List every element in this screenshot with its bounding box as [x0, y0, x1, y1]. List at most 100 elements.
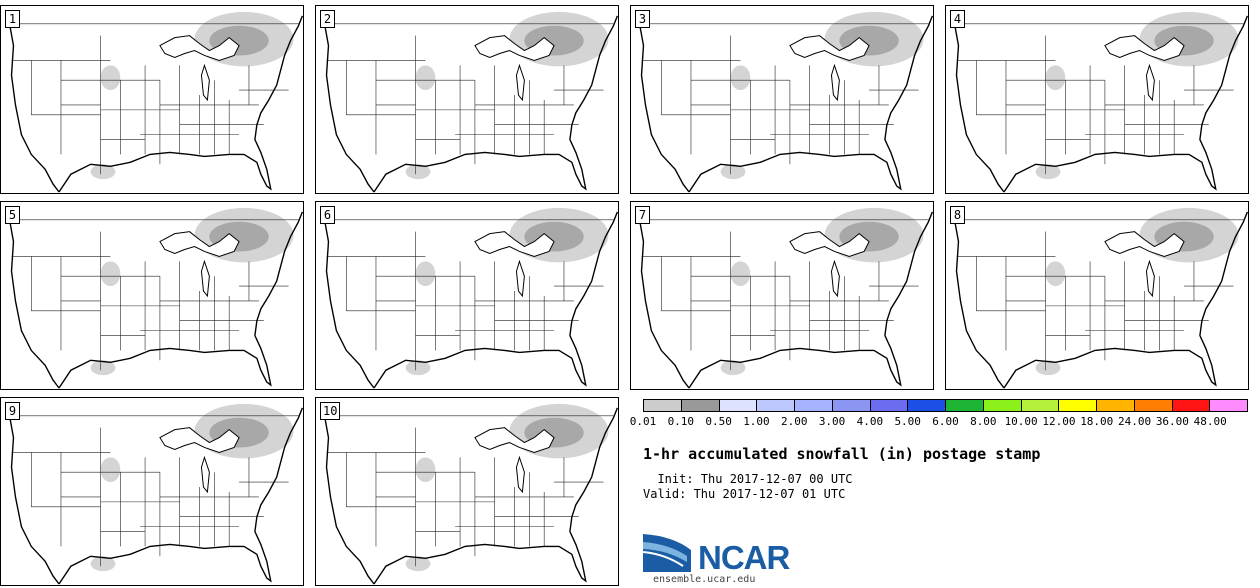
member-panel-10: 10 [315, 397, 619, 586]
snowfall-area [415, 65, 436, 91]
coastline [8, 15, 303, 193]
snowfall-area [720, 360, 746, 376]
us-map [323, 11, 618, 193]
legend-swatch [1059, 400, 1097, 411]
legend-tick-label: 0.01 [629, 415, 657, 428]
snowfall-area [415, 457, 436, 483]
state-borders [956, 219, 1244, 371]
member-number: 7 [635, 206, 650, 224]
state-borders [11, 23, 299, 175]
great-lakes [474, 427, 555, 494]
legend-swatch [1210, 400, 1247, 411]
snowfall-area [415, 261, 436, 287]
us-map [8, 11, 303, 193]
state-borders [326, 219, 614, 371]
great-lakes [789, 231, 870, 298]
legend-tick-label: 5.00 [894, 415, 921, 428]
legend-tick-label: 0.50 [705, 415, 732, 428]
legend-tick-label: 48.00 [1193, 415, 1227, 428]
member-number: 6 [320, 206, 335, 224]
member-panel-4: 4 [945, 5, 1249, 194]
state-borders [11, 415, 299, 567]
color-legend-bar [643, 399, 1248, 412]
legend-swatch [1172, 400, 1211, 411]
init-time: Init: Thu 2017-12-07 00 UTC [643, 472, 853, 486]
member-number: 8 [950, 206, 965, 224]
snowfall-area [1035, 360, 1061, 376]
legend-tick-label: 6.00 [932, 415, 959, 428]
legend-swatch [1134, 400, 1173, 411]
member-panel-6: 6 [315, 201, 619, 390]
great-lakes [159, 231, 240, 298]
member-number: 1 [5, 10, 20, 28]
legend-tick-label: 18.00 [1080, 415, 1114, 428]
state-borders [641, 219, 929, 371]
snowfall-area [1045, 65, 1066, 91]
great-lakes [474, 231, 555, 298]
state-borders [641, 23, 929, 175]
snowfall-area [100, 457, 121, 483]
legend-swatch [795, 400, 833, 411]
great-lakes [1104, 231, 1185, 298]
member-number: 10 [320, 402, 341, 420]
member-panel-1: 1 [0, 5, 304, 194]
legend-tick-label: 2.00 [781, 415, 808, 428]
legend-tick-label: 8.00 [970, 415, 997, 428]
legend-tick-label: 12.00 [1042, 415, 1076, 428]
snowfall-area [1045, 261, 1066, 287]
coastline [8, 211, 303, 389]
member-number: 4 [950, 10, 965, 28]
coastline [638, 211, 933, 389]
member-panel-5: 5 [0, 201, 304, 390]
us-map [953, 207, 1248, 389]
member-number: 9 [5, 402, 20, 420]
coastline [323, 407, 618, 585]
snowfall-area [720, 164, 746, 180]
great-lakes [159, 35, 240, 102]
legend-swatch [983, 400, 1022, 411]
snowfall-area [405, 556, 431, 572]
snowfall-area [100, 65, 121, 91]
great-lakes [789, 35, 870, 102]
us-map [8, 207, 303, 389]
us-map [8, 403, 303, 585]
legend-swatch [1021, 400, 1060, 411]
snowfall-area [90, 164, 116, 180]
legend-tick-label: 24.00 [1118, 415, 1152, 428]
color-legend-labels: 0.01 0.10 0.50 1.00 2.00 3.00 4.00 5.00 6.00 8.00… [0, 415, 1260, 429]
us-map [323, 403, 618, 585]
member-panel-3: 3 [630, 5, 934, 194]
us-map [638, 11, 933, 193]
valid-time: Valid: Thu 2017-12-07 01 UTC [643, 487, 846, 501]
member-panel-2: 2 [315, 5, 619, 194]
legend-swatch [757, 400, 795, 411]
great-lakes [159, 427, 240, 494]
state-borders [326, 23, 614, 175]
snowfall-area [90, 360, 116, 376]
legend-tick-label: 10.00 [1004, 415, 1038, 428]
time-info: Init: Thu 2017-12-07 00 UTC Valid: Thu 2… [643, 472, 853, 502]
coastline [8, 407, 303, 585]
plot-title: 1-hr accumulated snowfall (in) postage s… [643, 445, 1041, 463]
legend-swatch [644, 400, 682, 411]
legend-swatch [946, 400, 984, 411]
legend-swatch [832, 400, 871, 411]
coastline [323, 15, 618, 193]
legend-tick-label: 4.00 [856, 415, 884, 428]
coastline [638, 15, 933, 193]
legend-swatch [908, 400, 946, 411]
snowfall-area [1035, 164, 1061, 180]
us-map [953, 11, 1248, 193]
legend-tick-label: 3.00 [818, 415, 846, 428]
snowfall-area [730, 65, 751, 91]
ncar-logo-text: NCAR [698, 539, 790, 576]
member-panel-7: 7 [630, 201, 934, 390]
snowfall-area [90, 556, 116, 572]
us-map [638, 207, 933, 389]
source-url: ensemble.ucar.edu [653, 574, 756, 585]
legend-tick-label: 1.00 [743, 415, 770, 428]
state-borders [326, 415, 614, 567]
snowfall-area [100, 261, 121, 287]
legend-tick-label: 0.10 [667, 415, 695, 428]
member-number: 3 [635, 10, 650, 28]
